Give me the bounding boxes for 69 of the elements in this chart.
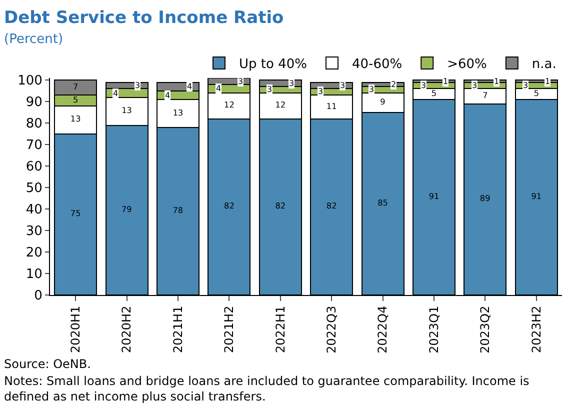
text: Notes: Small loans and bridge loans are included to guarantee comparability. Income is defined as net income plus social transfers. <box>4 374 530 404</box>
legend-label: 40-60% <box>352 57 402 72</box>
x-tick-label: 2021H1 <box>170 306 185 354</box>
source-note: Source: OeNB. <box>4 357 91 371</box>
data-label: 7 <box>73 81 78 92</box>
data-label: 4 <box>113 89 118 98</box>
data-label: 3 <box>340 81 346 90</box>
x-tick-label: 2022H1 <box>273 306 288 354</box>
y-tick-label: 90 <box>26 95 42 110</box>
y-tick-label: 50 <box>26 181 42 196</box>
x-tick-label: 2023H2 <box>529 306 544 354</box>
data-label: 89 <box>480 193 490 204</box>
data-label: 11 <box>326 100 337 111</box>
legend-label: >60% <box>447 57 487 72</box>
data-label: 5 <box>73 94 78 104</box>
data-label: 13 <box>122 105 132 116</box>
data-label: 12 <box>224 100 234 110</box>
data-label: 12 <box>275 100 286 110</box>
chart-subtitle: (Percent) <box>4 32 64 47</box>
data-label: 75 <box>70 208 81 218</box>
data-label: 91 <box>428 191 440 202</box>
y-tick-label: 30 <box>26 224 42 240</box>
data-label: 9 <box>380 96 386 107</box>
x-tick-label: 2021H2 <box>222 306 236 354</box>
data-label: 85 <box>378 198 388 208</box>
data-label: 4 <box>187 82 192 91</box>
data-label: 7 <box>482 90 488 100</box>
data-label: 91 <box>531 191 542 202</box>
x-tick-label: 2023Q2 <box>478 306 492 354</box>
data-label: 3 <box>267 85 272 94</box>
data-label: 3 <box>523 81 528 90</box>
data-label: 3 <box>472 81 478 90</box>
y-tick-label: 20 <box>26 246 42 261</box>
y-tick-label: 60 <box>26 160 42 175</box>
x-tick-label: 2020H1 <box>68 306 82 354</box>
data-label: 3 <box>421 81 426 90</box>
legend-label: Up to 40% <box>239 57 307 72</box>
data-label: 3 <box>318 87 324 96</box>
data-label: 13 <box>172 107 184 118</box>
x-tick-label: 2020H2 <box>120 306 134 354</box>
data-label: 4 <box>216 84 222 93</box>
data-label: 5 <box>534 88 539 98</box>
data-label: 13 <box>70 114 81 124</box>
data-label: 2 <box>391 80 396 89</box>
y-tick-label: 100 <box>18 74 42 89</box>
y-tick-label: 40 <box>26 202 42 218</box>
data-label: 1 <box>494 77 500 86</box>
y-tick-label: 70 <box>26 138 42 154</box>
data-label: 4 <box>165 91 170 100</box>
legend-label: n.a. <box>532 57 556 72</box>
y-tick-label: 10 <box>26 267 42 282</box>
y-tick-label: 0 <box>34 288 42 304</box>
x-tick-label: 2022Q4 <box>376 306 390 354</box>
data-label: 82 <box>224 200 234 211</box>
data-label: 3 <box>289 79 294 88</box>
data-label: 5 <box>431 88 437 98</box>
chart-title: Debt Service to Income Ratio <box>4 8 284 28</box>
data-label: 3 <box>369 85 374 94</box>
data-label: 1 <box>443 77 448 86</box>
data-label: 1 <box>545 77 550 86</box>
x-tick-label: 2022Q3 <box>324 306 338 354</box>
data-label: 79 <box>122 204 132 214</box>
data-label: 82 <box>275 200 286 211</box>
y-tick-label: 80 <box>26 116 42 132</box>
data-label: 3 <box>135 81 140 90</box>
x-tick-label: 2023Q1 <box>426 306 441 354</box>
data-label: 78 <box>172 205 184 216</box>
data-label: 82 <box>326 200 337 211</box>
data-label: 3 <box>238 77 244 86</box>
